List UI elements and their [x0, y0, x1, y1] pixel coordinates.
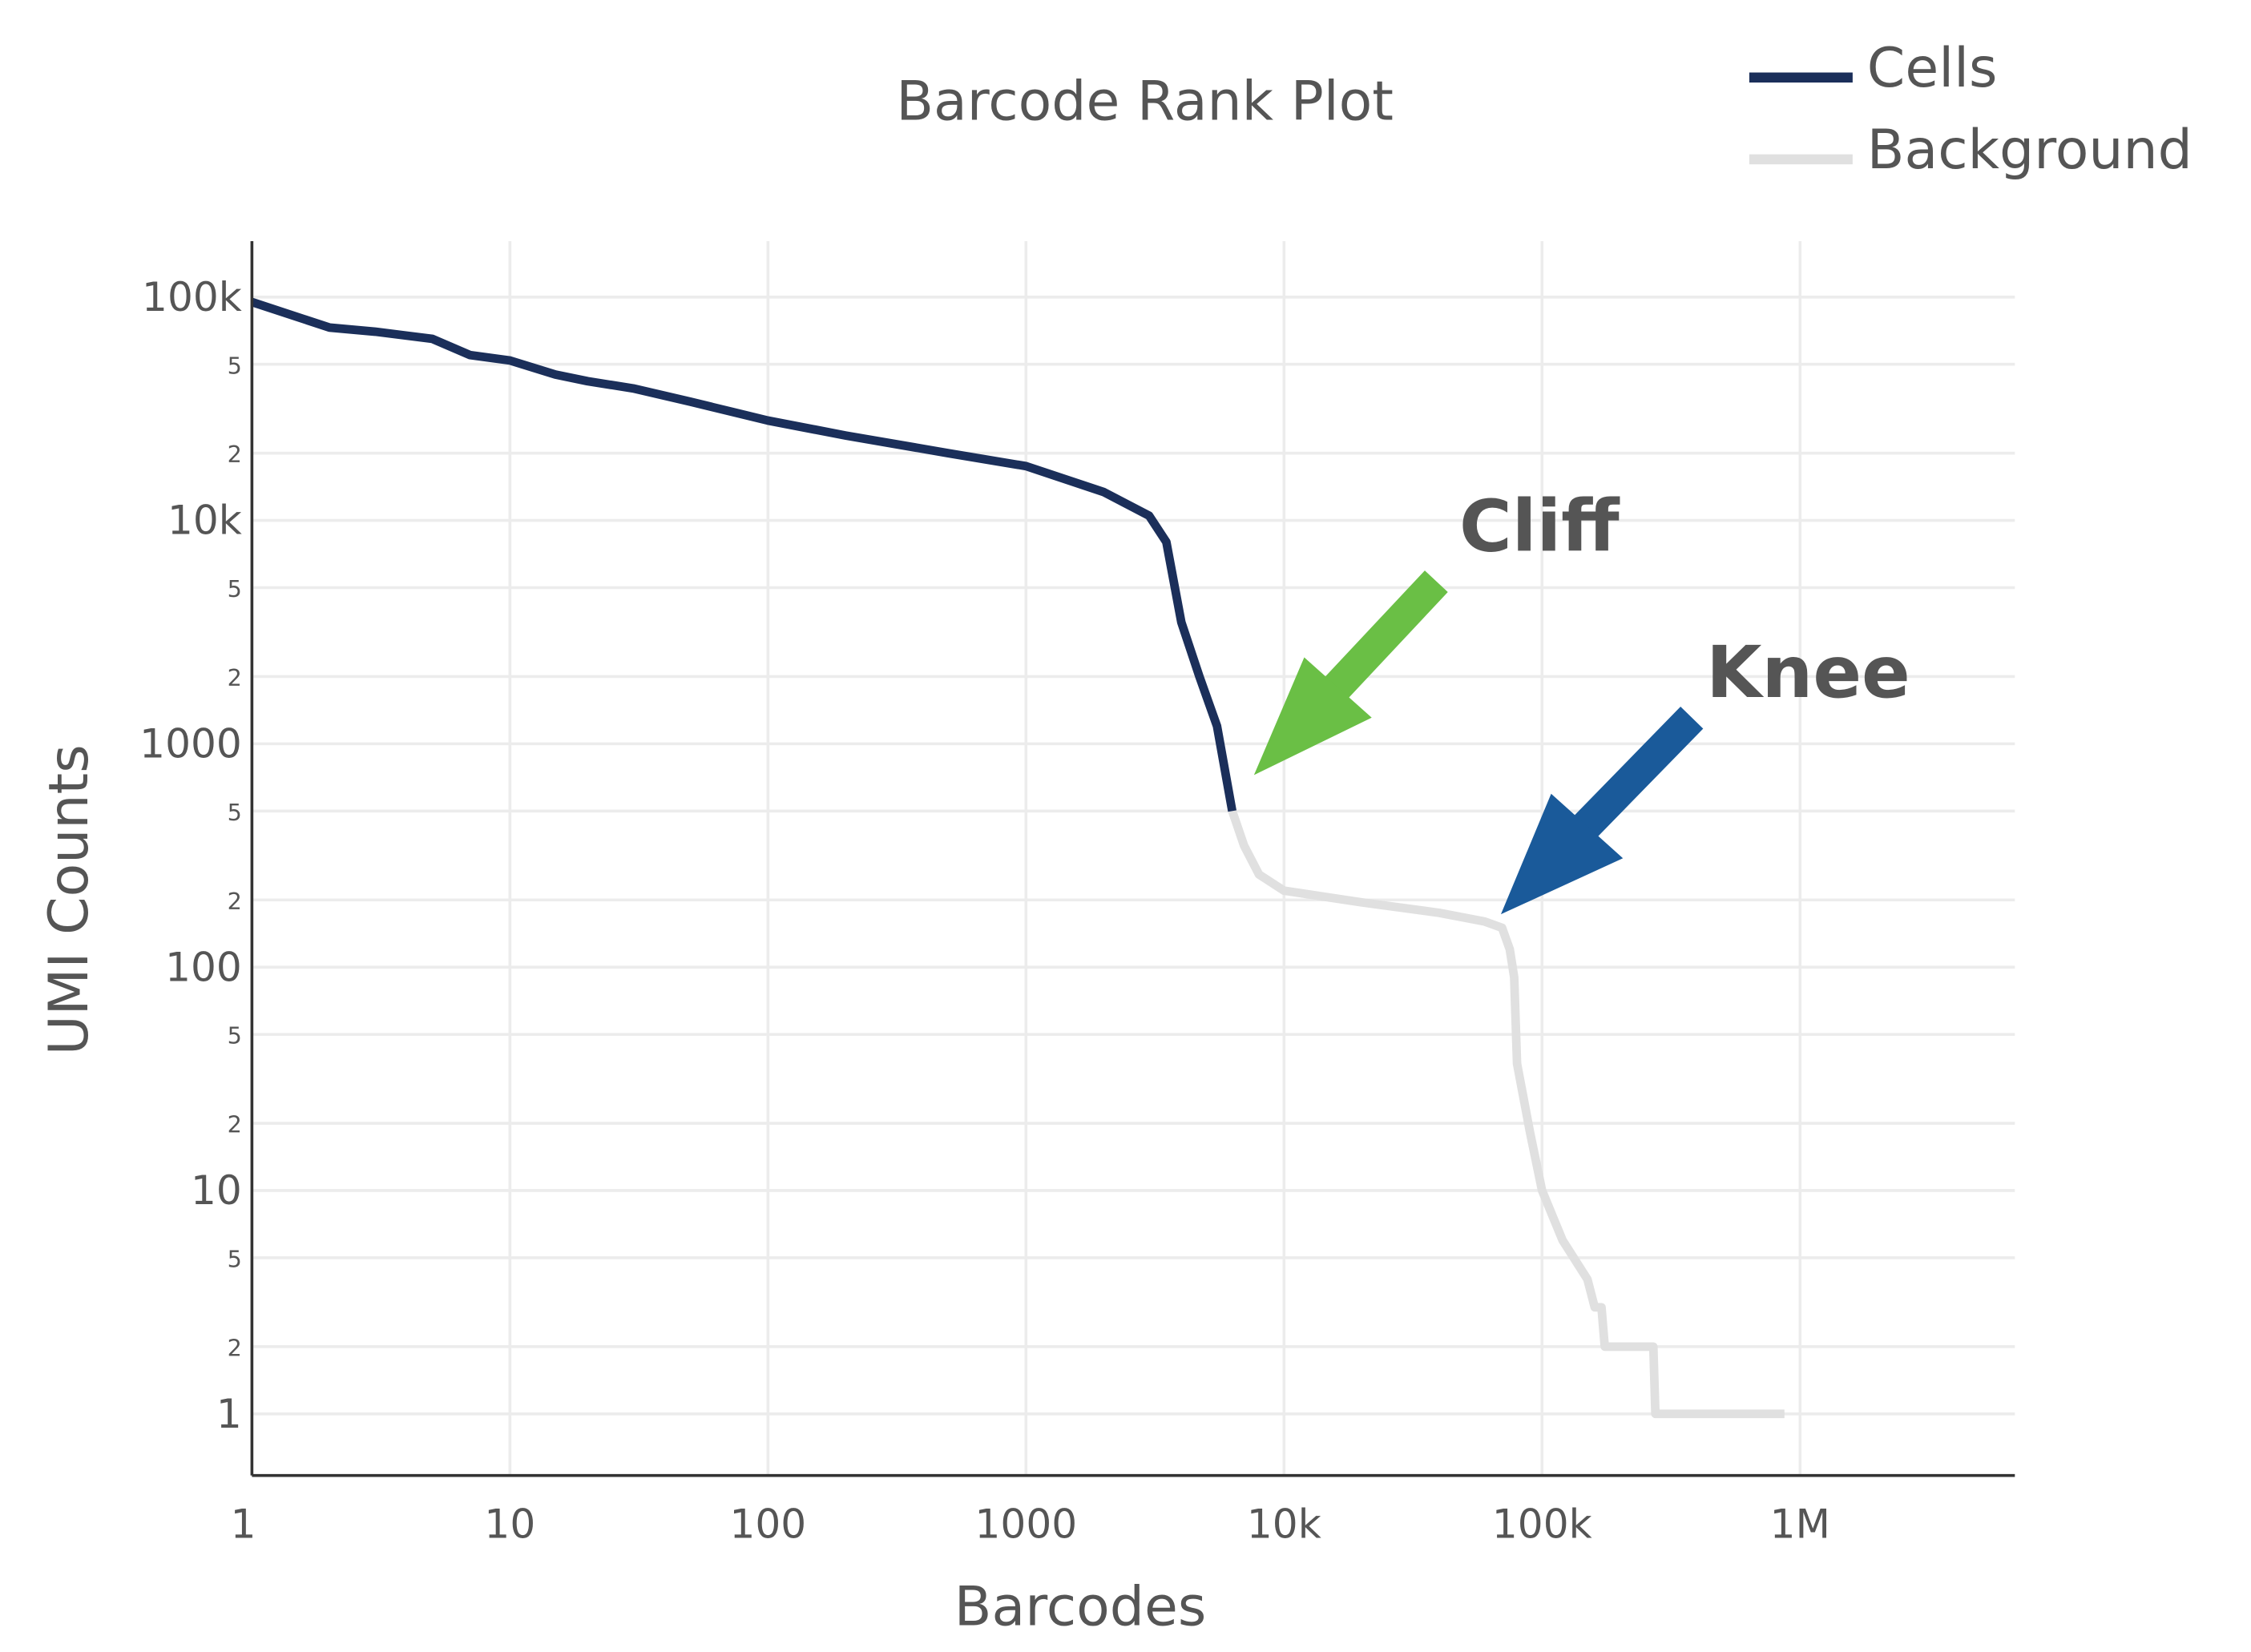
- x-tick-label: 10k: [1247, 1501, 1321, 1548]
- arrow-shaft: [1565, 706, 1704, 847]
- legend-label: Background: [1867, 119, 2193, 182]
- annotation: Knee: [1706, 631, 1910, 715]
- y-tick-label: 2: [228, 441, 242, 468]
- y-tick-label: 5: [228, 1022, 242, 1050]
- arrow-shaft: [1317, 570, 1448, 707]
- x-tick-label: 1M: [1770, 1501, 1830, 1548]
- ticks: 1 2 5 10 2 5 100 2 5 1000 2 5 10k 2 5 100k 1 10 100 1000 10k…: [139, 273, 1830, 1548]
- y-tick-label: 2: [228, 1334, 242, 1361]
- y-tick-label: 5: [228, 1245, 242, 1272]
- grid: [250, 240, 2015, 1476]
- y-tick-label: 100: [165, 943, 242, 990]
- y-tick-label: 5: [228, 352, 242, 379]
- x-tick-label: 1: [231, 1501, 256, 1548]
- arrow-head: [1500, 793, 1624, 915]
- x-tick-label: 10: [484, 1501, 535, 1548]
- y-tick-label: 5: [228, 575, 242, 602]
- y-axis-label: UMI Counts: [38, 744, 101, 1055]
- x-tick-label: 100k: [1492, 1501, 1592, 1548]
- lines: [250, 297, 1785, 1419]
- y-tick-label: 10k: [167, 497, 242, 544]
- x-tick-label: 100: [729, 1501, 806, 1548]
- arrow-head: [1253, 657, 1372, 776]
- y-tick-label: 10: [191, 1166, 242, 1214]
- y-tick-label: 2: [228, 888, 242, 915]
- y-tick-label: 100k: [142, 273, 242, 320]
- y-tick-label: 2: [228, 664, 242, 691]
- x-tick-label: 1000: [974, 1501, 1077, 1548]
- knee-arrow: [1500, 706, 1704, 915]
- x-axis-label: Barcodes: [954, 1576, 1207, 1639]
- chart-title: Barcode Rank Plot: [896, 70, 1394, 133]
- annotation: Cliff: [1459, 485, 1620, 568]
- legend: Cells Background: [1749, 37, 2193, 182]
- y-tick-label: 2: [228, 1111, 242, 1138]
- data-line: [1228, 809, 1785, 1419]
- data-line: [250, 297, 1236, 812]
- y-tick-label: 1: [216, 1390, 242, 1437]
- legend-label: Cells: [1867, 37, 1998, 100]
- y-tick-label: 1000: [139, 719, 242, 767]
- y-tick-label: 5: [228, 799, 242, 826]
- cliff-arrow: [1253, 570, 1448, 776]
